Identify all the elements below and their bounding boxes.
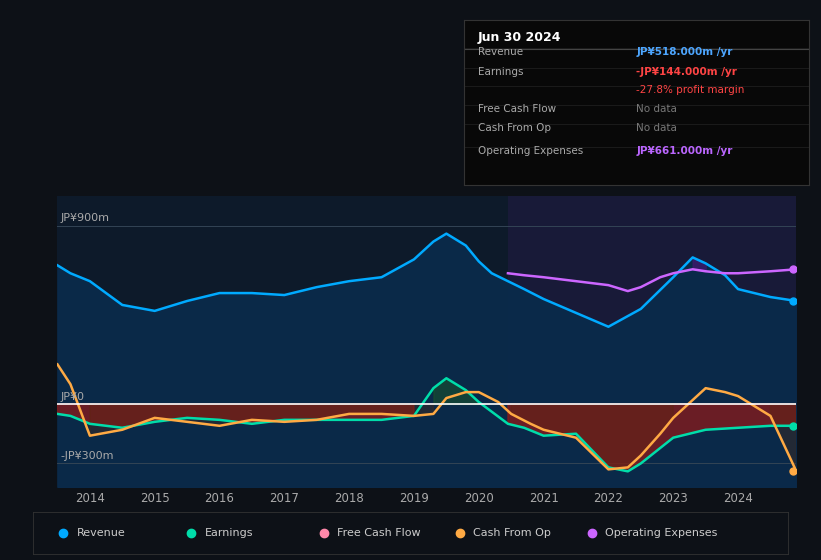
Text: JP¥518.000m /yr: JP¥518.000m /yr [636,47,732,57]
Text: Cash From Op: Cash From Op [473,529,551,538]
Text: Cash From Op: Cash From Op [478,123,551,133]
Text: Revenue: Revenue [478,47,523,57]
Text: Earnings: Earnings [205,529,254,538]
Text: Revenue: Revenue [76,529,126,538]
Text: No data: No data [636,104,677,114]
Text: -JP¥300m: -JP¥300m [61,451,114,461]
Text: Operating Expenses: Operating Expenses [605,529,718,538]
Text: JP¥0: JP¥0 [61,391,85,402]
Text: No data: No data [636,123,677,133]
Text: Free Cash Flow: Free Cash Flow [337,529,421,538]
Text: Free Cash Flow: Free Cash Flow [478,104,556,114]
Bar [508,196,796,487]
Text: Earnings: Earnings [478,67,523,77]
Text: -27.8% profit margin: -27.8% profit margin [636,85,745,95]
Text: Operating Expenses: Operating Expenses [478,146,583,156]
Text: JP¥661.000m /yr: JP¥661.000m /yr [636,146,732,156]
Text: -JP¥144.000m /yr: -JP¥144.000m /yr [636,67,737,77]
Text: JP¥900m: JP¥900m [61,213,110,223]
Text: Jun 30 2024: Jun 30 2024 [478,31,562,44]
